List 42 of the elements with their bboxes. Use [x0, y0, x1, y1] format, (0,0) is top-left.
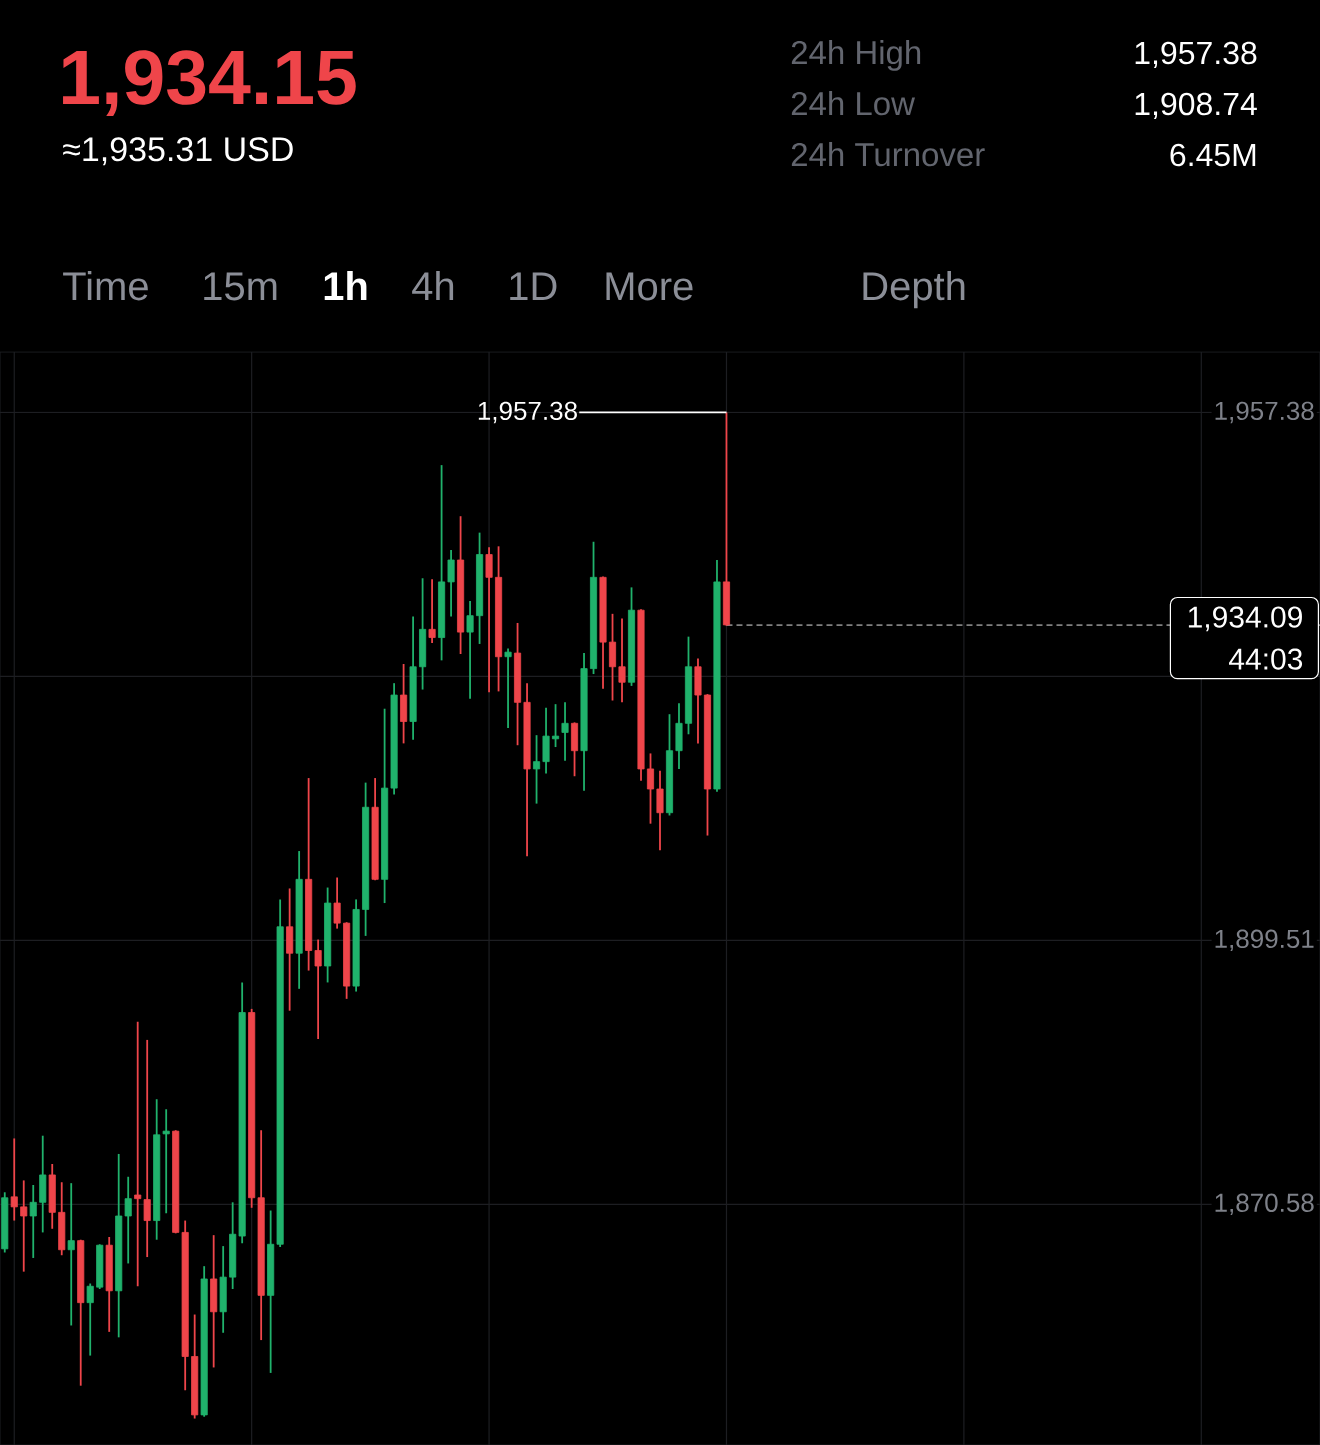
candlestick [504, 647, 512, 729]
candlestick [646, 752, 655, 825]
text: 24h Turnover [791, 142, 985, 167]
candlestick [428, 578, 436, 644]
candlestick [162, 1108, 170, 1215]
candlestick [124, 1175, 132, 1265]
candlestick [552, 703, 560, 748]
ref-line-label: 1,934.09 44:03 [1188, 606, 1303, 670]
chart-subtitle: ≈1,935.31 USD [63, 137, 293, 166]
candlestick [618, 617, 626, 704]
candlestick [447, 549, 455, 618]
text: Time [63, 271, 148, 301]
text: 6.45M [1170, 143, 1256, 167]
text: 1,908.74 [1135, 92, 1257, 120]
annotation: 1,957.38 [478, 401, 577, 424]
candlestick [485, 546, 493, 694]
candlestick [134, 1020, 142, 1288]
candlestick [533, 734, 541, 805]
candlestick [143, 1039, 151, 1258]
candlestick [67, 1182, 75, 1327]
y-tick-label: 1,957.38 [1215, 401, 1314, 424]
text: 1,957.38 [1135, 41, 1257, 69]
chart-title: 1,934.15 [63, 50, 356, 116]
candlestick [333, 876, 341, 930]
text: 4h [412, 271, 454, 300]
text: 15m [204, 272, 277, 301]
text: 1D [510, 272, 557, 300]
candlestick [561, 701, 569, 762]
candlestick [29, 1184, 37, 1259]
candlestick [10, 1137, 18, 1222]
y-tick-label: 1,899.51 [1215, 929, 1314, 952]
text: 1h [324, 271, 367, 300]
candlestick [466, 600, 474, 700]
text: More [606, 272, 693, 301]
candlestick [86, 1282, 94, 1357]
y-tick-label: 1,870.58 [1215, 1193, 1314, 1216]
text: Depth [863, 271, 965, 309]
text: 24h Low [791, 91, 916, 116]
candlestick [20, 1179, 28, 1273]
candlestick [314, 938, 322, 1040]
text: 24h High [791, 40, 921, 71]
candlestick [656, 769, 664, 852]
